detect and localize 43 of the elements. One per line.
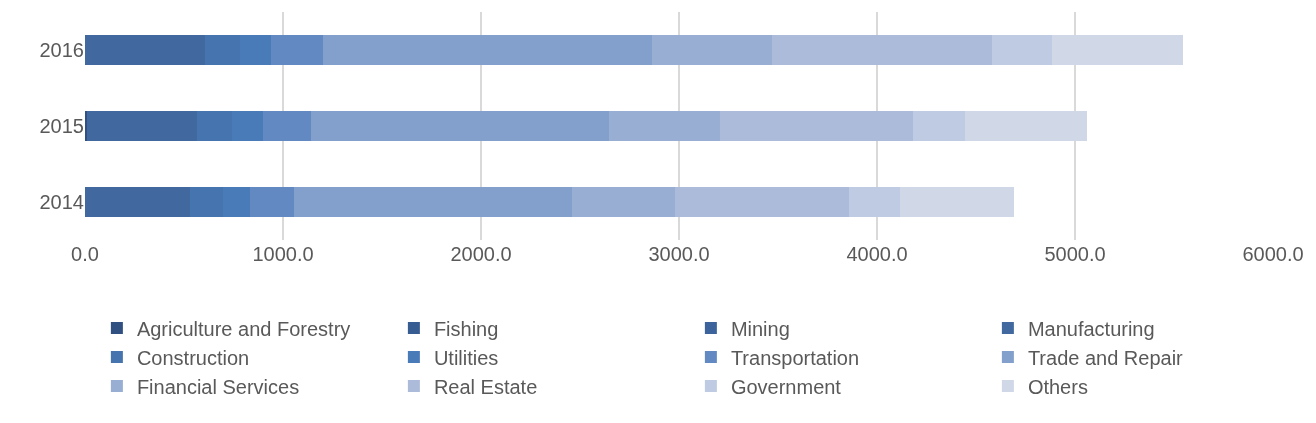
x-tick-label: 1000.0 (252, 243, 314, 265)
x-tick-label: 6000.0 (1242, 243, 1304, 265)
bar (293, 186, 572, 218)
bar (674, 186, 850, 218)
x-tick-label: 5000.0 (1044, 243, 1106, 265)
bar (913, 110, 966, 142)
legend-label: Construction (136, 346, 250, 369)
x-tick-label: 4000.0 (846, 243, 908, 265)
y-tick-label: 2015 (39, 115, 84, 137)
y-tick-label: 2016 (39, 39, 84, 61)
legend-label: Mining (730, 317, 790, 340)
bar (719, 110, 914, 142)
legend-label: Real Estate (433, 375, 538, 398)
y-tick-label: 2014 (39, 191, 84, 213)
legend-label: Trade and Repair (1027, 346, 1184, 369)
bar (270, 34, 324, 66)
legend-label: Government (730, 375, 842, 398)
x-tick-label: 0.0 (71, 243, 99, 265)
legend-label: Utilities (433, 346, 499, 369)
x-tick-label: 3000.0 (648, 243, 710, 265)
bar (772, 34, 993, 66)
bar (992, 34, 1053, 66)
bar (571, 186, 675, 218)
bar (85, 186, 190, 218)
bar (323, 34, 653, 66)
legend-label: Others (1027, 375, 1088, 398)
bar (965, 110, 1088, 142)
bar (86, 110, 198, 142)
legend-label: Agriculture and Forestry (136, 317, 351, 340)
bar (250, 186, 294, 218)
legend-label: Manufacturing (1027, 317, 1155, 340)
bar (85, 34, 205, 66)
legend-label: Financial Services (136, 375, 300, 398)
bar (1052, 34, 1183, 66)
bar (900, 186, 1014, 218)
bar (849, 186, 901, 218)
bar (652, 34, 773, 66)
bar (608, 110, 720, 142)
bar (263, 110, 311, 142)
bar (310, 110, 609, 142)
x-tick-label: 2000.0 (450, 243, 512, 265)
legend-label: Fishing (433, 317, 499, 340)
legend-label: Transportation (730, 346, 860, 369)
